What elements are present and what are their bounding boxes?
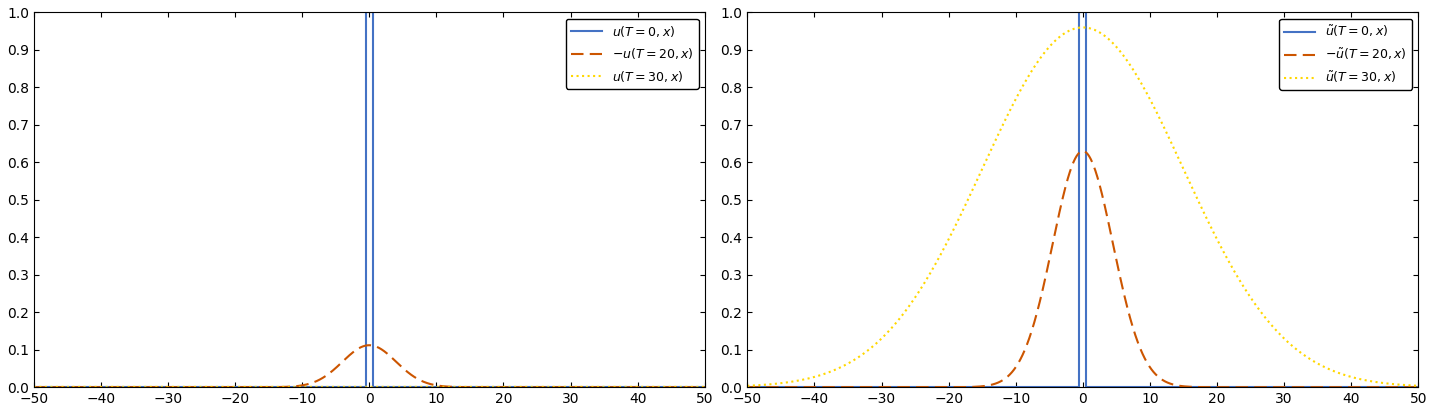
Legend: $\tilde{u}(T=0,x)$, $-\tilde{u}(T=20,x)$, $\tilde{u}(T=30,x)$: $\tilde{u}(T=0,x)$, $-\tilde{u}(T=20,x)$… (1279, 19, 1412, 90)
Legend: $u(T=0,x)$, $-u(T=20,x)$, $u(T=30,x)$: $u(T=0,x)$, $-u(T=20,x)$, $u(T=30,x)$ (565, 19, 698, 89)
